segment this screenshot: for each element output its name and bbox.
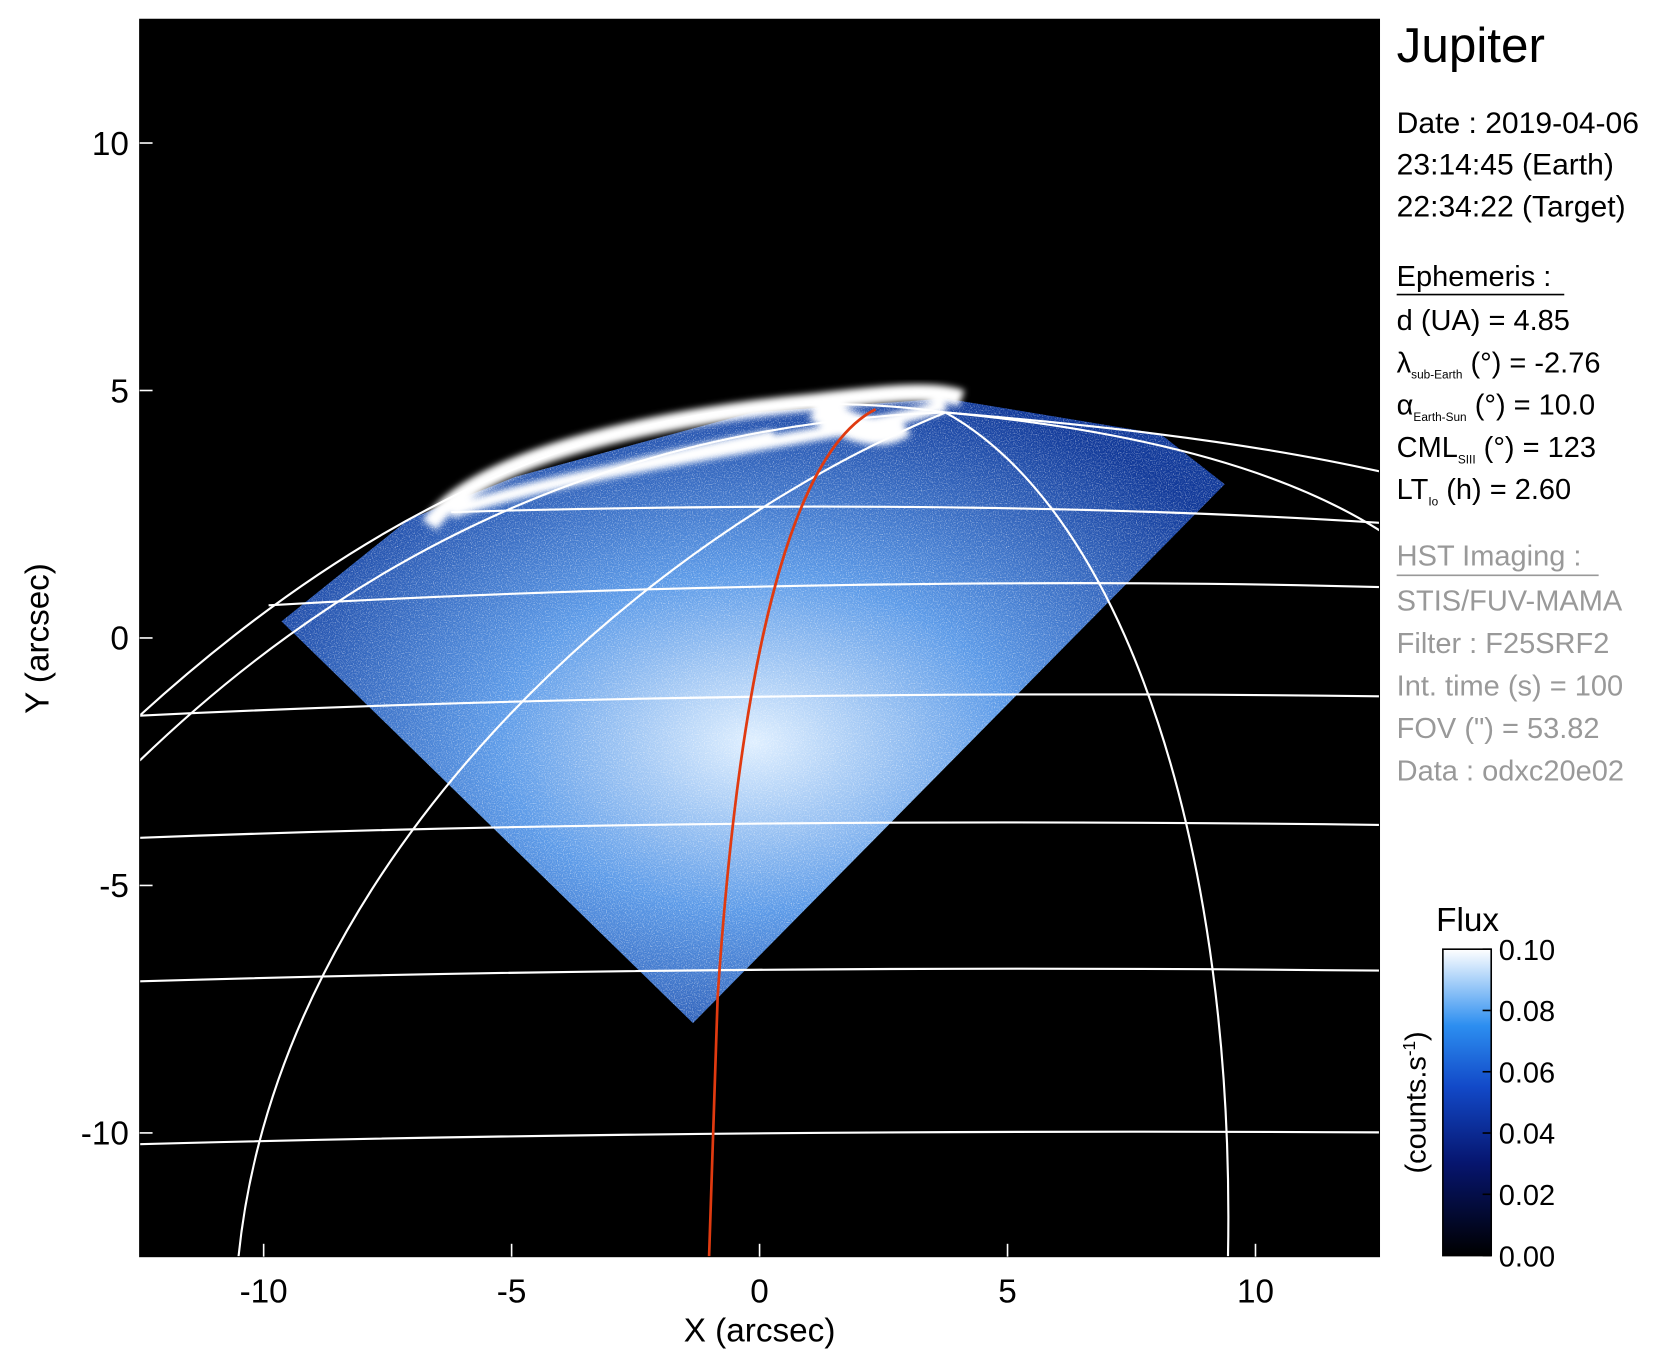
y-tick-label: 10	[92, 126, 129, 163]
hst-line: Filter : F25SRF2	[1397, 628, 1610, 660]
ephemeris-sub: Earth-Sun	[1413, 410, 1466, 424]
colorbar-label-text: (counts.s	[1401, 1056, 1433, 1173]
colorbar-tick-label: 0.04	[1499, 1119, 1555, 1151]
emission-noise	[281, 398, 1225, 1024]
colorbar-tick-label: 0.00	[1499, 1241, 1555, 1273]
ephemeris-line: λsub-Earth (°) = -2.76	[1397, 347, 1601, 381]
colorbar-label-sup: -1	[1399, 1041, 1419, 1056]
ephemeris-symbol: CML	[1397, 432, 1458, 464]
x-tick-label: 10	[1237, 1274, 1274, 1311]
ephemeris-line: d (UA) = 4.85	[1397, 305, 1570, 337]
ephemeris-symbol: λ	[1397, 347, 1412, 379]
x-tick-label: 5	[998, 1274, 1017, 1311]
colorbar-label-end: )	[1401, 1031, 1433, 1041]
colorbar-tick-label: 0.02	[1499, 1180, 1555, 1212]
ephemeris-symbol: α	[1397, 390, 1414, 422]
x-tick-label: 0	[750, 1274, 769, 1311]
colorbar-tick-label: 0.08	[1499, 996, 1555, 1028]
x-tick-label: -10	[240, 1274, 288, 1311]
ephemeris-line: αEarth-Sun (°) = 10.0	[1397, 390, 1595, 424]
y-tick-label: 0	[110, 621, 129, 658]
colorbar-tick-label: 0.10	[1499, 935, 1555, 967]
ephemeris-value: (°) = -2.76	[1462, 347, 1600, 379]
y-tick-label: -10	[81, 1116, 129, 1153]
image	[139, 384, 1380, 1257]
colorbar-label: (counts.s-1)	[1399, 1031, 1433, 1173]
date-line: Date : 2019-04-06	[1397, 107, 1639, 140]
info-title: Jupiter	[1397, 18, 1545, 73]
ephemeris-heading: Ephemeris :	[1397, 261, 1552, 293]
y-tick-label: 5	[110, 373, 129, 410]
y-axis-label: Y (arcsec)	[19, 563, 56, 714]
x-tick-label: -5	[497, 1274, 527, 1311]
ephemeris-value: (°) = 10.0	[1467, 390, 1595, 422]
ephemeris-value: (°) = 123	[1476, 432, 1596, 464]
footprint-line	[707, 408, 877, 1257]
hst-line: Data : odxc20e02	[1397, 755, 1624, 787]
y-tick-label: -5	[99, 868, 129, 905]
ephemeris-line: LTIo (h) = 2.60	[1397, 474, 1572, 508]
colorbar-tick-label: 0.06	[1499, 1057, 1555, 1089]
colorbar-title: Flux	[1436, 902, 1499, 939]
x-axis-label: X (arcsec)	[684, 1312, 836, 1349]
info-panel: Date : 2019-04-06 23:14:45 (Earth) 22:34:2…	[1397, 107, 1639, 787]
ephemeris-sub: Io	[1428, 495, 1438, 509]
hst-line: Int. time (s) = 100	[1397, 671, 1623, 703]
date-line: 23:14:45 (Earth)	[1397, 149, 1614, 182]
hst-line: FOV (") = 53.82	[1397, 713, 1600, 745]
ephemeris-line: CMLSIII (°) = 123	[1397, 432, 1596, 466]
planet-grid	[139, 403, 1380, 1257]
ephemeris-symbol: LT	[1397, 474, 1429, 506]
hst-line: STIS/FUV-MAMA	[1397, 586, 1623, 618]
ephemeris-sub: SIII	[1458, 452, 1476, 466]
ephemeris-value: (h) = 2.60	[1438, 474, 1571, 506]
date-line: 22:34:22 (Target)	[1397, 190, 1626, 223]
ephemeris-sub: sub-Earth	[1411, 368, 1462, 382]
colorbar	[1442, 948, 1493, 1257]
hst-heading: HST Imaging :	[1397, 541, 1582, 573]
